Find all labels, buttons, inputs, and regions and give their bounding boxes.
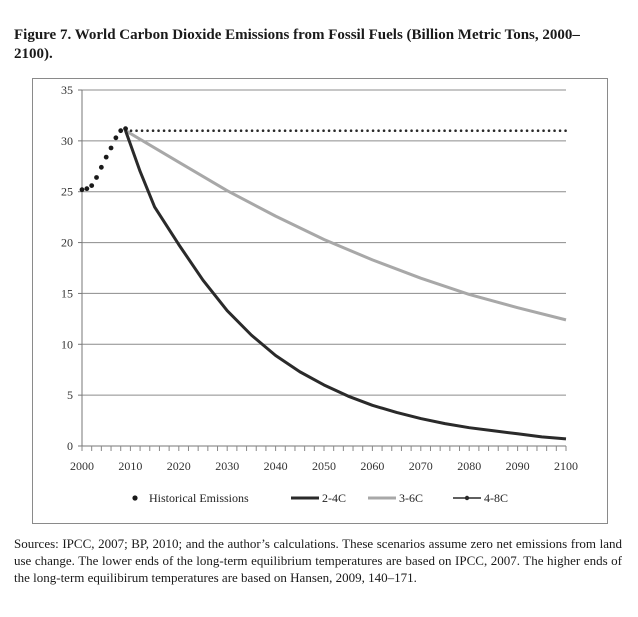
legend-marker-historical-emissions xyxy=(132,495,138,501)
series-point-historical-emissions-2009 xyxy=(123,126,128,132)
series xyxy=(79,126,568,441)
y-tick-label-15: 15 xyxy=(61,286,73,300)
tick-labels: 0 5 10 15 20 25 30 35 2000 2010 2020 2030 2040 2050 20… xyxy=(61,83,578,473)
x-tick-label-2080: 2080 xyxy=(457,459,481,473)
y-tick-label-5: 5 xyxy=(67,388,73,402)
x-tick-label-2070: 2070 xyxy=(409,459,433,473)
x-tick-label-2000: 2000 xyxy=(70,459,94,473)
legend-label-4-8c: 4-8C xyxy=(484,491,508,505)
series-point-historical-emissions-2008 xyxy=(118,128,124,134)
emissions-chart: 0 5 10 15 20 25 30 35 2000 2010 2020 2030 2040 2050 20… xyxy=(61,83,578,505)
series-line-3-6c xyxy=(124,129,567,322)
figure-title: Figure 7. World Carbon Dioxide Emissions… xyxy=(14,27,580,62)
series-line-2-4c xyxy=(124,130,567,441)
series-point-historical-emissions-2002 xyxy=(89,183,95,189)
y-tick-label-20: 20 xyxy=(61,236,73,250)
x-tick-label-2030: 2030 xyxy=(215,459,239,473)
x-tick-label-2090: 2090 xyxy=(506,459,530,473)
sources-note: Sources: IPCC, 2007; BP, 2010; and the a… xyxy=(14,536,622,585)
series-point-historical-emissions-2004 xyxy=(98,164,104,170)
series-point-historical-emissions-2000 xyxy=(79,187,85,193)
x-tick-label-2100: 2100 xyxy=(554,459,578,473)
y-tick-label-35: 35 xyxy=(61,83,73,97)
legend: Historical Emissions 2-4C 3-6C 4-8C xyxy=(132,491,508,505)
legend-label-historical-emissions: Historical Emissions xyxy=(149,491,249,505)
x-tick-label-2010: 2010 xyxy=(118,459,142,473)
series-point-historical-emissions-2006 xyxy=(108,145,114,151)
x-tick-label-2050: 2050 xyxy=(312,459,336,473)
series-point-historical-emissions-2001 xyxy=(84,186,90,192)
y-tick-label-25: 25 xyxy=(61,185,73,199)
legend-label-3-6c: 3-6C xyxy=(399,491,423,505)
y-tick-label-10: 10 xyxy=(61,337,73,351)
axes xyxy=(78,89,567,451)
x-tick-label-2040: 2040 xyxy=(264,459,288,473)
legend-marker-dot-4-8c xyxy=(464,495,470,501)
grid-lines xyxy=(82,89,566,396)
series-point-historical-emissions-2003 xyxy=(94,175,99,180)
x-tick-label-2060: 2060 xyxy=(360,459,384,473)
x-tick-label-2020: 2020 xyxy=(167,459,191,473)
y-tick-label-0: 0 xyxy=(67,439,73,453)
y-tick-label-30: 30 xyxy=(61,134,73,148)
series-point-historical-emissions-2005 xyxy=(103,154,109,160)
legend-label-2-4c: 2-4C xyxy=(322,491,346,505)
chart-frame: 0 5 10 15 20 25 30 35 2000 2010 2020 2030 2040 2050 20… xyxy=(32,78,608,524)
series-point-historical-emissions-2007 xyxy=(113,135,119,141)
